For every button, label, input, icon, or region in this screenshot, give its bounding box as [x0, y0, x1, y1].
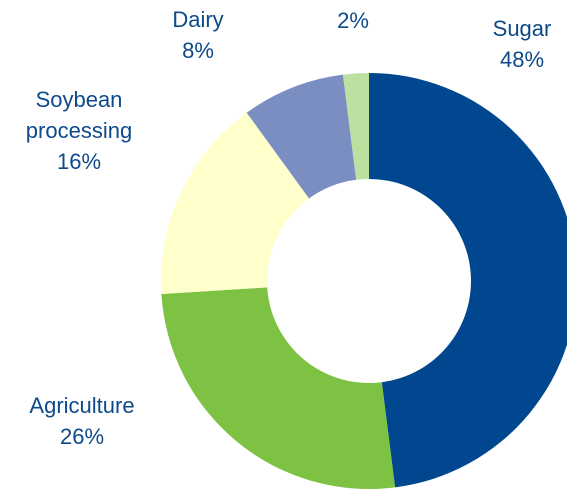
slice-name-label: Sugar	[493, 16, 552, 41]
slice-dairy	[246, 74, 357, 199]
slice-soybean-processing	[161, 112, 310, 295]
slice-name-label: Dairy	[172, 7, 223, 32]
slice-name-label: Soybean	[36, 87, 123, 112]
slice-name-label: processing	[26, 118, 132, 143]
slice-value-label: 16%	[57, 149, 101, 174]
slice-value-label: 8%	[182, 38, 214, 63]
slice-name-label: Other	[325, 0, 380, 2]
slice-value-label: 48%	[500, 47, 544, 72]
slice-agriculture	[161, 287, 396, 489]
slice-value-label: 26%	[60, 424, 104, 449]
slice-name-label: Agriculture	[29, 393, 134, 418]
slice-label-soybean-processing: Soybean processing 16%	[26, 87, 132, 174]
slice-other	[342, 73, 369, 180]
slice-label-agriculture: Agriculture 26%	[29, 393, 134, 449]
slice-label-dairy: Dairy 8%	[172, 7, 223, 63]
slice-sugar	[369, 73, 567, 488]
slice-label-other: Other 2%	[325, 0, 380, 33]
slice-label-sugar: Sugar 48%	[493, 16, 552, 72]
slice-value-label: 2%	[337, 8, 369, 33]
